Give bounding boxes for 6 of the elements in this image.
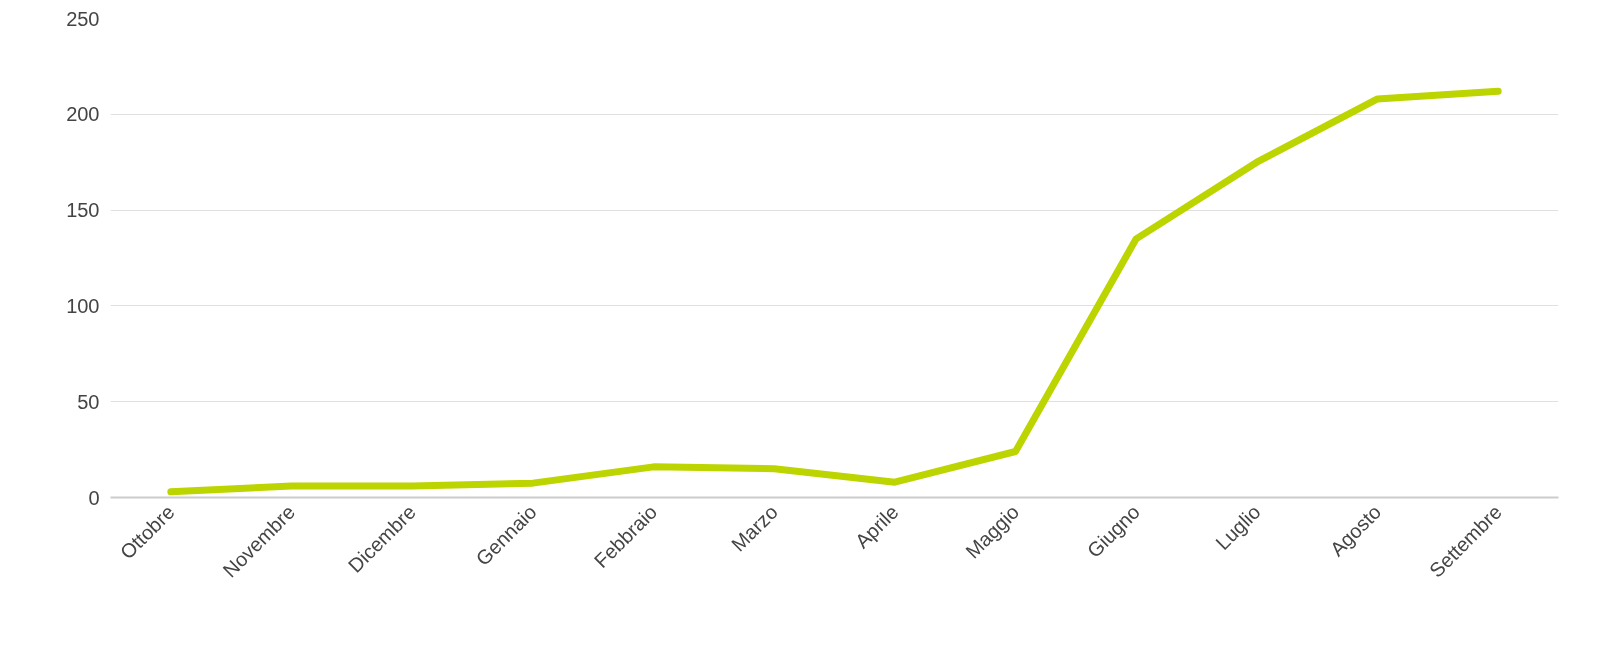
y-tick-label: 150 (66, 199, 100, 222)
y-tick-label: 0 (88, 486, 100, 509)
y-tick-label: 200 (66, 103, 100, 126)
y-tick-label: 250 (66, 7, 100, 30)
y-tick-label: 50 (77, 390, 100, 413)
y-tick-label: 100 (66, 294, 100, 317)
